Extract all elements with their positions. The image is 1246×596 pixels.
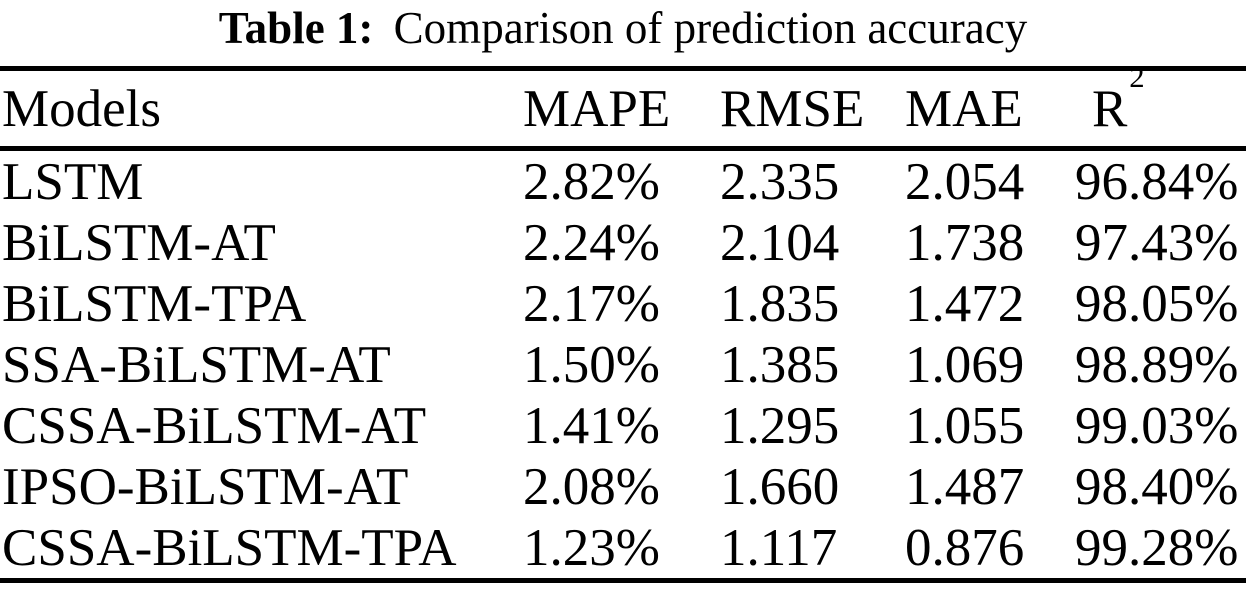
rmse-cell: 1.117 — [720, 518, 838, 577]
mae-cell: 1.472 — [905, 274, 1025, 333]
table-row: LSTM 2.82% 2.335 2.054 96.84% — [0, 151, 1246, 212]
mape-cell: 2.08% — [523, 457, 660, 516]
model-cell: BiLSTM-AT — [2, 213, 276, 272]
r2-cell: 96.84% — [1075, 152, 1239, 211]
model-cell: IPSO-BiLSTM-AT — [2, 457, 409, 516]
mae-cell: 0.876 — [905, 518, 1025, 577]
table-row: CSSA-BiLSTM-TPA 1.23% 1.117 0.876 99.28% — [0, 517, 1246, 578]
model-cell: SSA-BiLSTM-AT — [2, 335, 391, 394]
table-top-rule — [0, 66, 1246, 71]
table-row: CSSA-BiLSTM-AT 1.41% 1.295 1.055 99.03% — [0, 395, 1246, 456]
table-caption: Table 1: Comparison of prediction accurac… — [0, 0, 1246, 66]
col-header-models: Models — [2, 79, 161, 138]
table-mid-rule — [0, 146, 1246, 151]
col-header-mape: MAPE — [523, 79, 671, 138]
rmse-cell: 1.295 — [720, 396, 840, 455]
mape-cell: 1.23% — [523, 518, 660, 577]
model-cell: LSTM — [2, 152, 144, 211]
model-cell: CSSA-BiLSTM-AT — [2, 396, 427, 455]
table-row: SSA-BiLSTM-AT 1.50% 1.385 1.069 98.89% — [0, 334, 1246, 395]
model-cell: CSSA-BiLSTM-TPA — [2, 518, 457, 577]
r2-cell: 98.05% — [1075, 274, 1239, 333]
table-row: BiLSTM-AT 2.24% 2.104 1.738 97.43% — [0, 212, 1246, 273]
table-row: BiLSTM-TPA 2.17% 1.835 1.472 98.05% — [0, 273, 1246, 334]
mae-cell: 1.055 — [905, 396, 1025, 455]
table-caption-text: Comparison of prediction accuracy — [393, 3, 1028, 53]
r2-cell: 99.03% — [1075, 396, 1239, 455]
r2-cell: 98.89% — [1075, 335, 1239, 394]
mape-cell: 1.50% — [523, 335, 660, 394]
table-caption-label: Table 1: — [218, 3, 374, 53]
rmse-cell: 1.835 — [720, 274, 840, 333]
mape-cell: 1.41% — [523, 396, 660, 455]
results-table: Models MAPE RMSE MAE R2 — [0, 60, 1246, 146]
r2-cell: 99.28% — [1075, 518, 1239, 577]
mape-cell: 2.24% — [523, 213, 660, 272]
col-header-mae: MAE — [905, 79, 1023, 138]
r2-base: R — [1092, 79, 1128, 138]
rmse-cell: 1.660 — [720, 457, 840, 516]
col-header-rmse: RMSE — [720, 79, 865, 138]
mae-cell: 1.487 — [905, 457, 1025, 516]
rmse-cell: 2.335 — [720, 152, 840, 211]
mape-cell: 2.82% — [523, 152, 660, 211]
r2-cell: 97.43% — [1075, 213, 1239, 272]
table-bottom-rule — [0, 578, 1246, 583]
r2-cell: 98.40% — [1075, 457, 1239, 516]
rmse-cell: 2.104 — [720, 213, 840, 272]
mae-cell: 1.738 — [905, 213, 1025, 272]
table-row: IPSO-BiLSTM-AT 2.08% 1.660 1.487 98.40% — [0, 456, 1246, 517]
model-cell: BiLSTM-TPA — [2, 274, 307, 333]
table-header-row: Models MAPE RMSE MAE R2 — [0, 60, 1246, 146]
mae-cell: 2.054 — [905, 152, 1025, 211]
mape-cell: 2.17% — [523, 274, 660, 333]
r2-superscript: 2 — [1129, 59, 1145, 94]
rmse-cell: 1.385 — [720, 335, 840, 394]
mae-cell: 1.069 — [905, 335, 1025, 394]
results-table-body: LSTM 2.82% 2.335 2.054 96.84% BiLSTM-AT … — [0, 151, 1246, 578]
col-header-r2: R2 — [1075, 60, 1246, 146]
